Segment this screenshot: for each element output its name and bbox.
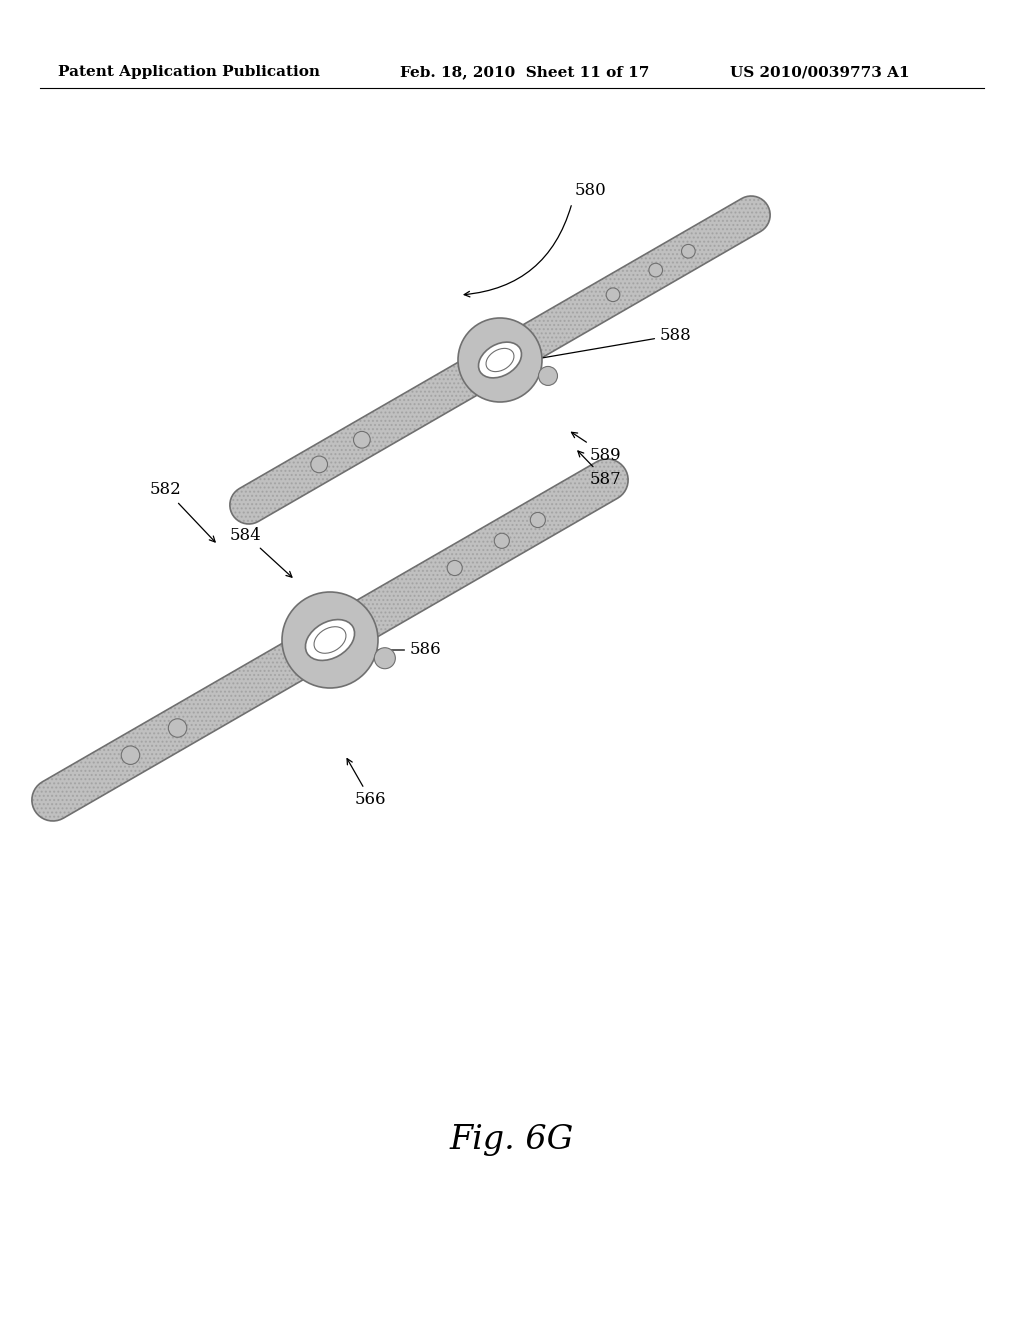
Ellipse shape [305,619,354,660]
Circle shape [682,244,695,259]
Circle shape [168,719,186,738]
Text: 584: 584 [230,527,292,577]
Text: Patent Application Publication: Patent Application Publication [58,65,319,79]
Polygon shape [229,197,770,524]
Ellipse shape [314,627,346,653]
Text: Feb. 18, 2010  Sheet 11 of 17: Feb. 18, 2010 Sheet 11 of 17 [400,65,649,79]
Circle shape [311,455,328,473]
Ellipse shape [478,342,521,378]
Circle shape [649,263,663,277]
Circle shape [539,367,557,385]
Circle shape [447,561,462,576]
Circle shape [375,648,395,669]
Text: Fig. 6G: Fig. 6G [450,1125,574,1156]
Text: 586: 586 [339,642,441,659]
Text: 589: 589 [571,433,622,463]
Circle shape [282,591,378,688]
Text: 582: 582 [150,482,215,543]
Circle shape [530,512,546,528]
Ellipse shape [486,348,514,372]
Circle shape [495,533,509,548]
Text: 587: 587 [578,451,622,488]
FancyArrowPatch shape [464,206,571,297]
Text: 566: 566 [347,759,386,808]
Text: US 2010/0039773 A1: US 2010/0039773 A1 [730,65,909,79]
Circle shape [606,288,620,301]
Text: 588: 588 [535,326,692,362]
Polygon shape [32,459,628,821]
Circle shape [353,432,371,447]
Circle shape [121,746,139,764]
Text: 580: 580 [575,182,607,199]
Circle shape [458,318,542,403]
